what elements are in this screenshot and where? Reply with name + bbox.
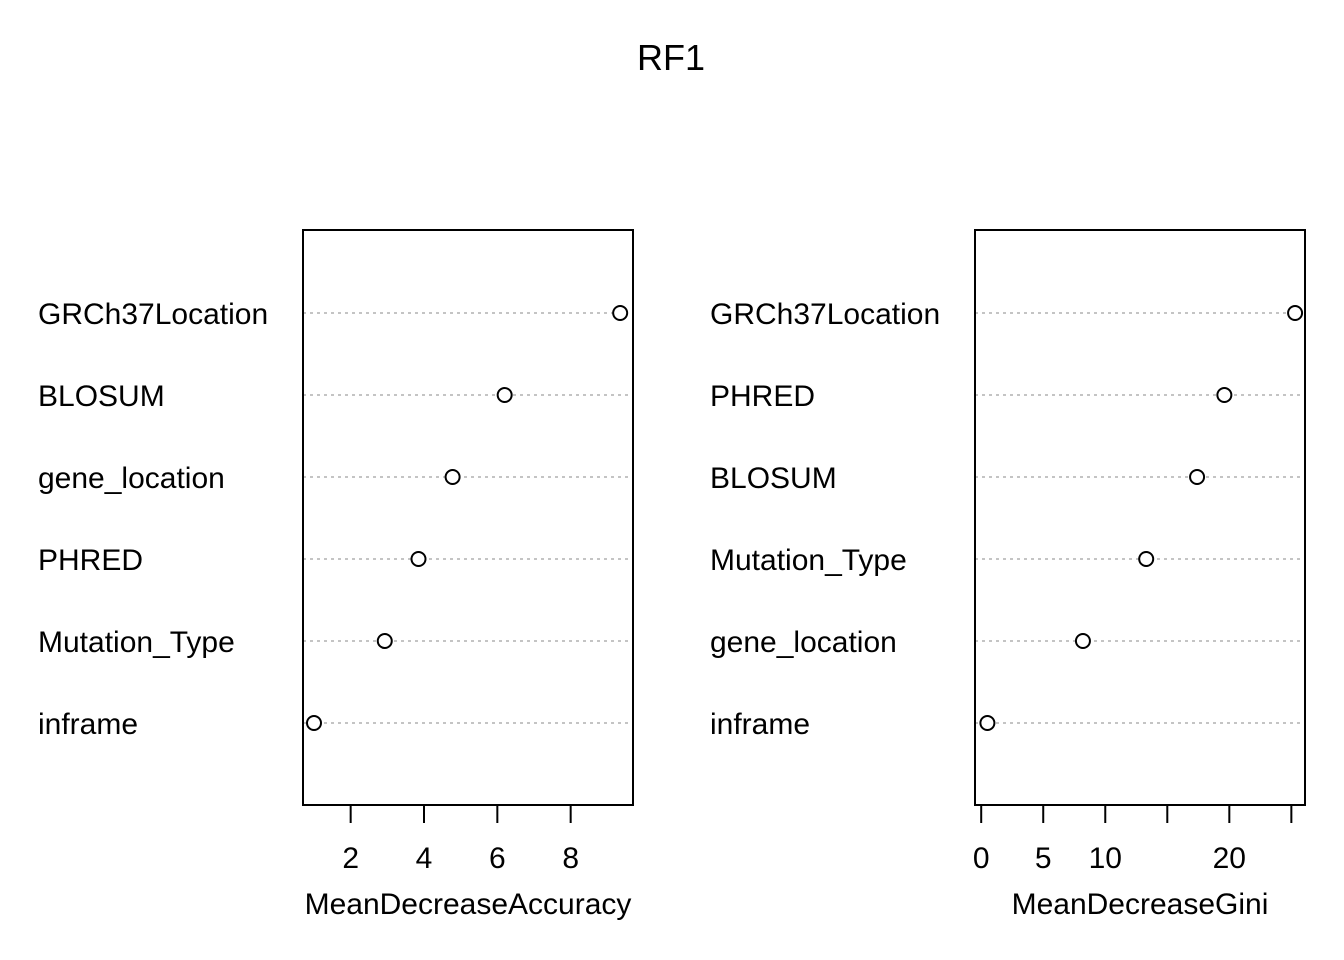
x-tick-label: 2	[342, 842, 359, 875]
x-tick-label: 4	[416, 842, 433, 875]
x-tick-label: 10	[1089, 842, 1122, 875]
row-label: GRCh37Location	[38, 298, 268, 331]
row-label: BLOSUM	[38, 380, 165, 413]
row-label: Mutation_Type	[710, 544, 907, 577]
data-point	[612, 305, 629, 321]
panel-1: GRCh37Location BLOSUM gene_location PHRED Mu…	[38, 229, 634, 921]
plot-box	[974, 229, 1306, 806]
row-label: gene_location	[710, 626, 897, 659]
data-point	[1138, 551, 1155, 567]
data-point	[1216, 387, 1233, 403]
x-tick-label: 5	[1035, 842, 1052, 875]
data-point	[410, 551, 427, 567]
panel-2: GRCh37Location PHRED BLOSUM Mutation_Typege…	[710, 229, 1306, 921]
x-tick-label: 20	[1213, 842, 1246, 875]
x-axis-title: MeanDecreaseGini	[1012, 888, 1269, 921]
row-label: BLOSUM	[710, 462, 837, 495]
row-label: inframe	[38, 708, 138, 741]
row-label: Mutation_Type	[38, 626, 235, 659]
row-label: GRCh37Location	[710, 298, 940, 331]
chart-title: RF1	[637, 37, 705, 78]
data-point	[1074, 633, 1091, 649]
data-point	[1189, 469, 1206, 485]
data-point	[496, 387, 513, 403]
row-label: inframe	[710, 708, 810, 741]
data-point	[1287, 305, 1304, 321]
x-tick-label: 8	[562, 842, 579, 875]
row-label: gene_location	[38, 462, 225, 495]
x-tick-label: 6	[489, 842, 506, 875]
data-point	[444, 469, 461, 485]
x-axis-title: MeanDecreaseAccuracy	[305, 888, 632, 921]
x-tick-label: 0	[973, 842, 990, 875]
row-label: PHRED	[38, 544, 143, 577]
panels-group: GRCh37Location BLOSUM gene_location PHRED Mu…	[38, 229, 1306, 921]
row-label: PHRED	[710, 380, 815, 413]
data-point	[306, 715, 322, 731]
data-point	[376, 633, 393, 649]
data-point	[979, 715, 996, 731]
plot-box	[302, 229, 634, 806]
